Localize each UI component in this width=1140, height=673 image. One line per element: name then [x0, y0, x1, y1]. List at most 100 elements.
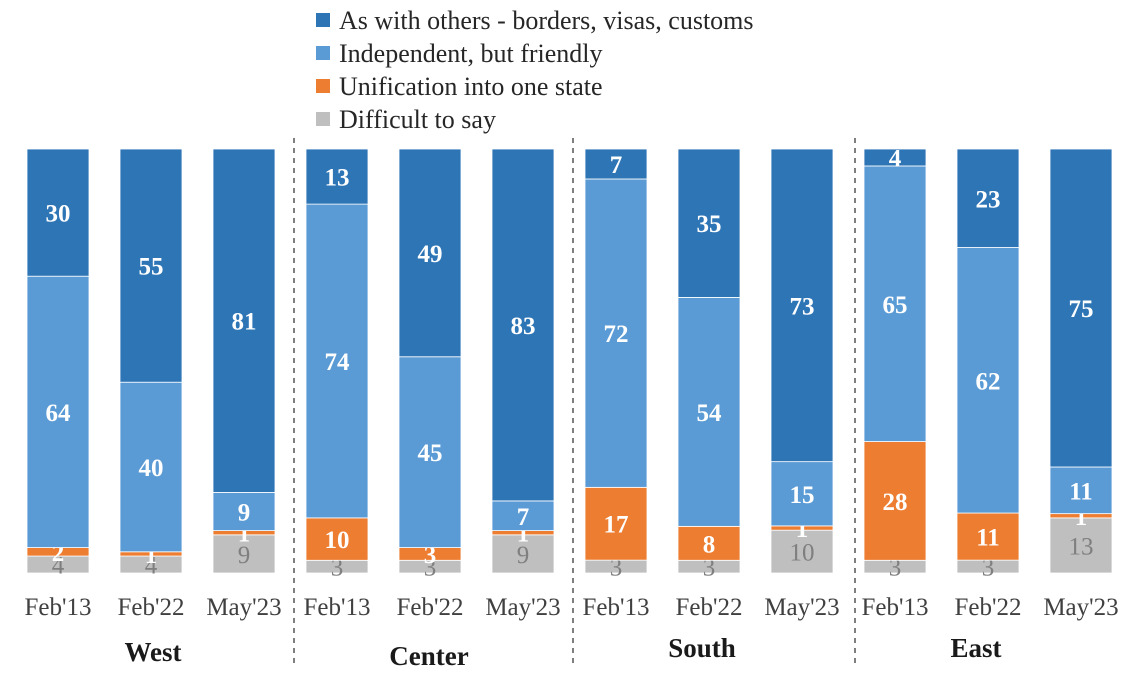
data-label: 3: [982, 555, 995, 582]
region-label-south: South: [668, 633, 736, 663]
x-tick-label: Feb'22: [675, 594, 742, 621]
bar-segment-unification-into-one-state: [956, 512, 1020, 561]
bar-segment-as-with-others-borders-visas-customs: [863, 148, 927, 167]
data-label: 65: [883, 292, 908, 319]
data-label: 7: [517, 504, 530, 531]
bar-segment-unification-into-one-state: [677, 525, 741, 561]
bar-segment-unification-into-one-state: [584, 486, 648, 561]
bar-segment-independent-but-friendly: [119, 381, 183, 553]
bar-segment-as-with-others-borders-visas-customs: [770, 148, 834, 463]
x-tick-label: Feb'13: [24, 594, 91, 621]
data-label: 72: [604, 321, 629, 348]
bar-segment-independent-but-friendly: [305, 203, 369, 519]
bar-segment-as-with-others-borders-visas-customs: [212, 148, 276, 493]
legend-swatch: [316, 112, 330, 126]
x-tick-label: May'23: [206, 594, 281, 621]
data-label: 9: [238, 500, 251, 527]
region-label-center: Center: [389, 641, 468, 671]
bar-segment-difficult-to-say: [491, 534, 555, 574]
data-label: 10: [325, 527, 350, 554]
bar-segment-independent-but-friendly: [212, 492, 276, 532]
legend-item-as-with-others-borders-visas-customs: As with others - borders, visas, customs: [316, 6, 754, 35]
data-label: 23: [976, 186, 1001, 213]
bar-segment-independent-but-friendly: [26, 275, 90, 548]
legend-label: Unification into one state: [339, 72, 603, 101]
data-label: 74: [325, 349, 351, 376]
data-label: 9: [238, 542, 251, 569]
bar-segment-as-with-others-borders-visas-customs: [491, 148, 555, 502]
x-tick-label: May'23: [1043, 594, 1118, 621]
bar-segment-independent-but-friendly: [398, 356, 462, 548]
x-tick-label: Feb'22: [396, 594, 463, 621]
region-labels: West Center South East: [125, 633, 1002, 671]
bar-segment-as-with-others-borders-visas-customs: [677, 148, 741, 298]
x-tick-label: May'23: [485, 594, 560, 621]
data-label: 3: [703, 555, 716, 582]
x-tick-labels: Feb'13 Feb'22 May'23 Feb'13 Feb'22 May'23 Feb'…: [24, 594, 1118, 621]
data-label: 13: [325, 165, 350, 192]
legend: As with others - borders, visas, customs…: [316, 6, 754, 134]
data-label: 7: [610, 152, 623, 179]
data-label: 11: [1069, 478, 1093, 505]
data-label: 13: [1069, 533, 1094, 560]
legend-swatch: [316, 13, 330, 27]
data-label: 3: [424, 542, 437, 569]
bar-segment-as-with-others-borders-visas-customs: [584, 148, 648, 180]
legend-label: As with others - borders, visas, customs: [339, 6, 754, 35]
bar-stack: 3 17 72 7: [584, 148, 648, 582]
region-label-west: West: [125, 637, 182, 667]
data-label: 73: [790, 293, 815, 320]
legend-label: Difficult to say: [339, 105, 496, 134]
bar-stack: 310 74 13: [305, 148, 369, 582]
data-label: 8: [703, 531, 716, 558]
data-label: 15: [790, 482, 815, 509]
bar-segment-as-with-others-borders-visas-customs: [26, 148, 90, 277]
data-label: 45: [418, 440, 443, 467]
data-label: 49: [418, 241, 443, 268]
bar-segment-as-with-others-borders-visas-customs: [956, 148, 1020, 248]
group-dividers: [293, 138, 856, 668]
bar-segment-as-with-others-borders-visas-customs: [398, 148, 462, 358]
bar-segment-unification-into-one-state: [863, 441, 927, 561]
data-label: 10: [790, 540, 815, 567]
bar-segment-independent-but-friendly: [770, 461, 834, 527]
data-label: 9: [517, 542, 530, 569]
bar-stack: 3 28 65 4: [863, 145, 927, 582]
legend-item-difficult-to-say: Difficult to say: [316, 105, 496, 134]
legend-item-unification-into-one-state: Unification into one state: [316, 72, 603, 101]
data-label: 3: [331, 555, 344, 582]
x-tick-label: Feb'13: [861, 594, 928, 621]
data-label: 4: [52, 553, 65, 580]
data-label: 30: [46, 201, 71, 228]
data-label: 35: [697, 211, 722, 238]
bars: 4264304140559198131074133345499178331772…: [26, 145, 1113, 582]
x-tick-label: Feb'22: [117, 594, 184, 621]
data-label: 28: [883, 489, 908, 516]
legend-swatch: [316, 79, 330, 93]
bar-segment-independent-but-friendly: [491, 500, 555, 532]
bar-segment-difficult-to-say: [770, 529, 834, 574]
bar-stack: 38 54 35: [677, 148, 741, 582]
bar-segment-unification-into-one-state: [305, 517, 369, 561]
bar-segment-independent-but-friendly: [584, 178, 648, 488]
region-label-east: East: [950, 633, 1001, 663]
data-label: 55: [139, 254, 164, 281]
bar-segment-difficult-to-say: [1049, 517, 1113, 574]
legend-swatch: [316, 46, 330, 60]
x-tick-label: May'23: [764, 594, 839, 621]
data-label: 4: [145, 553, 158, 580]
data-label: 11: [976, 525, 1000, 552]
data-label: 17: [604, 512, 629, 539]
bar-segment-independent-but-friendly: [677, 296, 741, 527]
bar-segment-as-with-others-borders-visas-customs: [305, 148, 369, 205]
x-tick-label: Feb'13: [582, 594, 649, 621]
data-label: 40: [139, 455, 164, 482]
data-label: 3: [889, 555, 902, 582]
